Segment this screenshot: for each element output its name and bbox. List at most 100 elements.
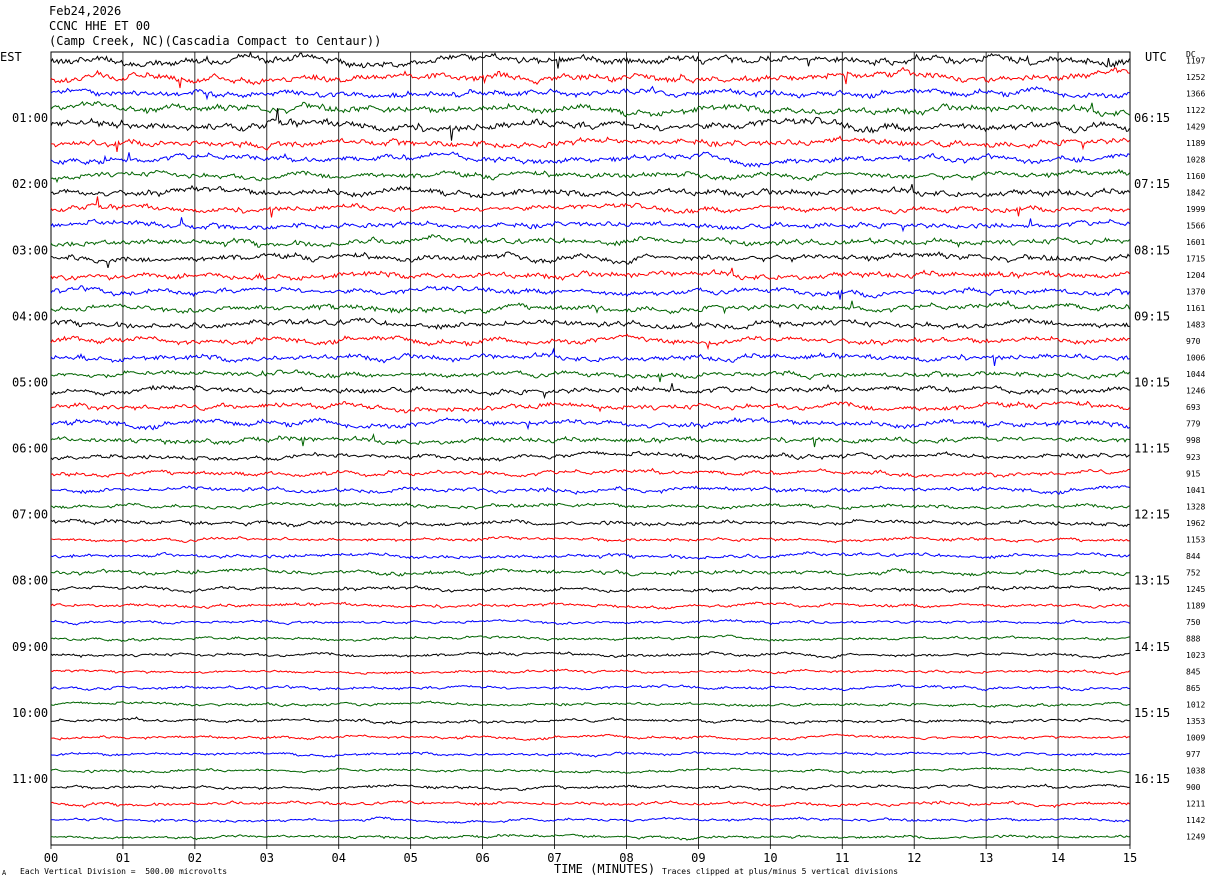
trace-row-35	[50, 634, 1130, 642]
trace-row-20	[50, 383, 1130, 400]
left-hour-label: 02:00	[12, 177, 48, 191]
right-hour-label: 08:15	[1134, 243, 1170, 257]
trace-row-29	[50, 535, 1130, 544]
x-tick-label: 08	[619, 851, 633, 865]
left-hour-label: 07:00	[12, 508, 48, 522]
x-tick-label: 13	[979, 851, 993, 865]
dc-value: 1962	[1186, 519, 1205, 528]
dc-value: 923	[1186, 453, 1201, 462]
dc-value: 1044	[1186, 370, 1205, 379]
trace-row-24	[50, 450, 1130, 462]
x-tick-label: 04	[332, 851, 346, 865]
dc-value: 1028	[1186, 155, 1205, 164]
trace-row-16	[50, 317, 1130, 330]
dc-value: 1041	[1186, 486, 1205, 495]
dc-value: 970	[1186, 337, 1201, 346]
trace-row-46	[50, 816, 1130, 824]
dc-value: 1245	[1186, 585, 1205, 594]
trace-row-40	[50, 716, 1130, 725]
trace-row-25	[50, 467, 1130, 478]
x-tick-label: 10	[763, 851, 777, 865]
trace-row-32	[50, 585, 1130, 594]
trace-row-38	[50, 683, 1130, 692]
trace-row-34	[50, 619, 1130, 626]
x-tick-label: 14	[1051, 851, 1065, 865]
dc-value: 1249	[1186, 833, 1205, 842]
x-tick-label: 09	[691, 851, 705, 865]
dc-value: 1153	[1186, 535, 1205, 544]
right-hour-label: 11:15	[1134, 442, 1170, 456]
left-hour-label: 08:00	[12, 574, 48, 588]
trace-row-6	[50, 151, 1130, 169]
trace-row-2	[50, 85, 1130, 101]
dc-value: 1160	[1186, 172, 1205, 181]
trace-row-47	[50, 833, 1130, 841]
trace-row-27	[50, 501, 1130, 510]
dc-value: 1246	[1186, 387, 1205, 396]
right-hour-label: 14:15	[1134, 640, 1170, 654]
trace-row-36	[50, 651, 1130, 659]
dc-value: 1122	[1186, 106, 1205, 115]
dc-value: 865	[1186, 684, 1201, 693]
x-axis-title: TIME (MINUTES)	[554, 862, 656, 876]
dc-value: 1009	[1186, 734, 1205, 743]
right-hour-label: 16:15	[1134, 772, 1170, 786]
dc-column-label: DC	[1186, 50, 1196, 59]
header-channel: CCNC HHE ET 00	[49, 19, 151, 33]
trace-row-14	[50, 285, 1130, 300]
trace-row-33	[50, 601, 1130, 610]
dc-value: 1189	[1186, 601, 1205, 610]
dc-value: 752	[1186, 568, 1201, 577]
trace-row-17	[50, 333, 1130, 351]
right-hour-label: 15:15	[1134, 706, 1170, 720]
dc-value: 1189	[1186, 139, 1205, 148]
trace-row-11	[50, 234, 1130, 249]
dc-value: 1328	[1186, 502, 1205, 511]
dc-value: 1006	[1186, 354, 1205, 363]
plot-frame	[50, 51, 1131, 846]
left-hour-label: 05:00	[12, 375, 48, 389]
trace-row-22	[50, 417, 1130, 431]
trace-row-43	[50, 766, 1130, 774]
trace-row-7	[50, 168, 1130, 184]
x-tick-label: 01	[116, 851, 130, 865]
dc-value: 1038	[1186, 767, 1205, 776]
trace-row-37	[50, 668, 1130, 676]
trace-row-4	[50, 108, 1130, 141]
header-site: (Camp Creek, NC)(Cascadia Compact to Cen…	[49, 34, 382, 48]
x-tick-label: 05	[403, 851, 417, 865]
x-tick-label: 11	[835, 851, 849, 865]
right-hour-label: 13:15	[1134, 574, 1170, 588]
dc-value: 977	[1186, 750, 1201, 759]
dc-value: 1161	[1186, 304, 1205, 313]
dc-value: 750	[1186, 618, 1201, 627]
scale-note: Each Vertical Division = 500.00 microvol…	[20, 867, 228, 876]
dc-value: 1252	[1186, 73, 1205, 82]
footer-glyph: A	[2, 869, 7, 877]
dc-value: 998	[1186, 436, 1201, 445]
grid-lines	[50, 51, 1131, 849]
left-hour-label: 03:00	[12, 243, 48, 257]
dc-value: 1142	[1186, 816, 1205, 825]
trace-row-5	[50, 135, 1130, 152]
dc-value: 900	[1186, 783, 1201, 792]
trace-row-45	[50, 800, 1130, 809]
trace-row-42	[50, 751, 1130, 758]
trace-row-21	[50, 400, 1130, 414]
dc-value: 1370	[1186, 288, 1205, 297]
trace-row-9	[50, 196, 1130, 218]
left-hour-label: 06:00	[12, 442, 48, 456]
trace-row-1	[50, 66, 1130, 89]
dc-value: 1999	[1186, 205, 1205, 214]
right-timezone-label: UTC	[1145, 50, 1167, 64]
trace-row-0	[50, 50, 1130, 69]
trace-row-18	[50, 347, 1130, 366]
x-tick-label: 15	[1123, 851, 1137, 865]
dc-value: 1012	[1186, 701, 1205, 710]
right-hour-label: 09:15	[1134, 309, 1170, 323]
dc-value: 888	[1186, 634, 1201, 643]
dc-value: 845	[1186, 668, 1201, 677]
trace-row-30	[50, 551, 1130, 560]
trace-row-15	[50, 299, 1130, 315]
